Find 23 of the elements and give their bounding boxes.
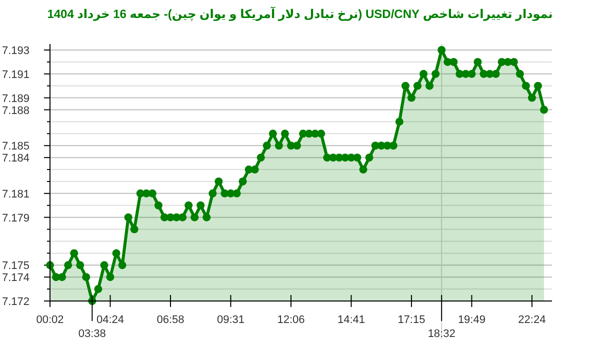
x-tick-label: 17:15 [398, 314, 426, 326]
y-tick-label: 7.188 [2, 104, 30, 117]
x-tick-label: 12:06 [277, 314, 305, 326]
x-tick-label: 14:41 [337, 314, 365, 326]
y-tick-label: 7.191 [2, 68, 30, 81]
y-tick-label: 7.189 [2, 92, 30, 105]
y-tick-label: 7.179 [2, 212, 30, 224]
y-tick-label: 7.193 [2, 45, 30, 57]
y-tick-label: 7.172 [2, 296, 30, 308]
y-tick-label: 7.185 [2, 140, 30, 153]
x-tick-label: 18:32 [428, 328, 456, 340]
y-tick-label: 7.174 [2, 272, 30, 284]
chart-title: نمودار تغییرات شاخص USD/CNY (نرخ تبادل دلار آمریکا و یوان چین)- جمعه 16 خرداد 1404 [47, 6, 553, 21]
x-tick-label: 06:58 [156, 314, 184, 326]
x-tick-label: 19:49 [458, 314, 486, 326]
x-tick-label: 09:31 [216, 314, 244, 326]
x-tick-label: 03:38 [78, 328, 106, 340]
y-tick-label: 7.175 [2, 260, 30, 272]
y-tick-label: 7.181 [2, 188, 30, 200]
x-tick-label: 22:24 [518, 314, 546, 326]
x-tick-label: 00:02 [36, 314, 64, 326]
y-tick-label: 7.184 [2, 152, 30, 165]
x-tick-label: 04:24 [96, 314, 124, 326]
